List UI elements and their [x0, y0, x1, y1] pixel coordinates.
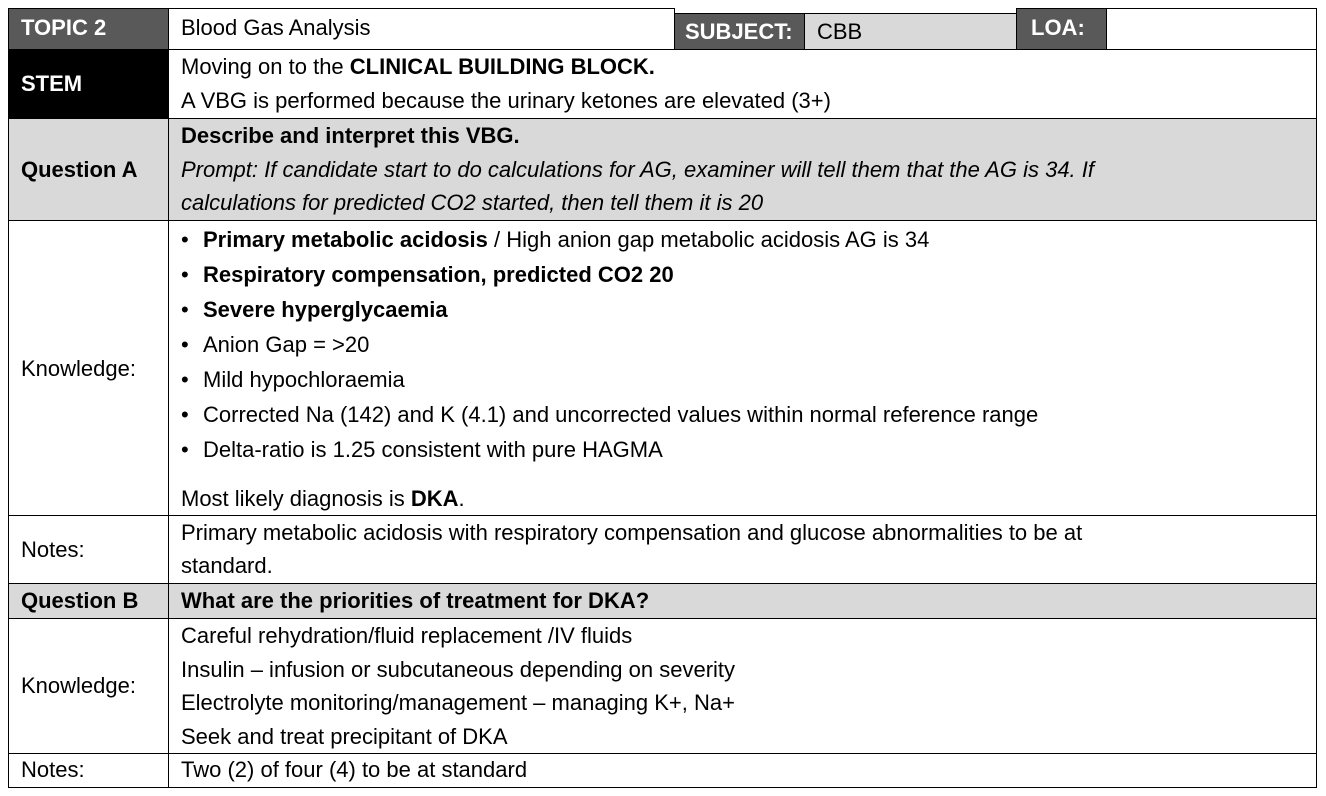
- question-a-label-cell: Question A: [8, 118, 169, 221]
- question-a-prompt-line-1: Prompt: If candidate start to do calcula…: [181, 157, 1094, 182]
- bullet-icon: •: [181, 332, 189, 357]
- question-a-content-cell: Describe and interpret this VBG. Prompt:…: [168, 118, 1317, 221]
- knowledge-b-item: Seek and treat precipitant of DKA: [181, 723, 508, 749]
- question-b-title: What are the priorities of treatment for…: [181, 588, 650, 613]
- bullet-icon: •: [181, 297, 189, 322]
- question-a-title: Describe and interpret this VBG.: [181, 123, 520, 148]
- assessment-table: TOPIC 2 Blood Gas Analysis SUBJECT: CBB …: [8, 8, 1317, 788]
- knowledge-a-item-text: Mild hypochloraemia: [203, 367, 405, 392]
- diagnosis-prefix: Most likely diagnosis is: [181, 486, 411, 511]
- notes-a-label-cell: Notes:: [8, 515, 169, 584]
- subject-value: CBB: [817, 19, 863, 44]
- knowledge-a-item: • Corrected Na (142) and K (4.1) and unco…: [181, 398, 1038, 432]
- knowledge-a-item-bold: Respiratory compensation, predicted CO2 …: [203, 262, 674, 287]
- notes-a-line-1: Primary metabolic acidosis with respirat…: [181, 520, 1083, 545]
- subject-value-cell: CBB: [804, 13, 1017, 50]
- knowledge-a-label: Knowledge:: [21, 356, 136, 381]
- knowledge-a-item-text: Anion Gap = >20: [203, 332, 370, 357]
- loa-label-cell: LOA:: [1016, 8, 1107, 50]
- question-b-label: Question B: [21, 588, 139, 613]
- knowledge-a-item: • Delta-ratio is 1.25 consistent with pur…: [181, 433, 663, 467]
- knowledge-a-label-cell: Knowledge:: [8, 220, 169, 516]
- knowledge-b-label-cell: Knowledge:: [8, 618, 169, 754]
- question-a-label: Question A: [21, 157, 138, 182]
- knowledge-a-item-text: Corrected Na (142) and K (4.1) and uncor…: [203, 402, 1039, 427]
- knowledge-a-item: • Mild hypochloraemia: [181, 363, 405, 397]
- loa-value-cell: [1106, 8, 1317, 50]
- question-a-prompt-line-2: calculations for predicted CO2 started, …: [181, 190, 764, 215]
- knowledge-a-item-text: / High anion gap metabolic acidosis AG i…: [487, 227, 930, 252]
- stem-content-cell: Moving on to the CLINICAL BUILDING BLOCK…: [168, 49, 1317, 119]
- topic-label: TOPIC 2: [21, 15, 107, 40]
- knowledge-a-item-bold: Severe hyperglycaemia: [203, 297, 448, 322]
- diagnosis-suffix: .: [458, 486, 465, 511]
- stem-line-1-prefix: Moving on to the: [181, 54, 350, 79]
- stem-label: STEM: [21, 71, 83, 96]
- notes-b-content-cell: Two (2) of four (4) to be at standard: [168, 753, 1317, 788]
- knowledge-a-item: • Severe hyperglycaemia: [181, 293, 448, 327]
- knowledge-a-item: • Anion Gap = >20: [181, 328, 369, 362]
- knowledge-b-item: Electrolyte monitoring/management – mana…: [181, 690, 735, 715]
- notes-a-line-2: standard.: [181, 553, 273, 578]
- subject-label-cell: SUBJECT:: [674, 13, 805, 50]
- bullet-icon: •: [181, 367, 189, 392]
- question-b-content-cell: What are the priorities of treatment for…: [168, 583, 1317, 619]
- knowledge-a-item-text: Delta-ratio is 1.25 consistent with pure…: [203, 437, 663, 462]
- stem-label-cell: STEM: [8, 49, 169, 119]
- stem-line-2: A VBG is performed because the urinary k…: [181, 88, 831, 113]
- knowledge-a-item-bold: Primary metabolic acidosis: [203, 227, 488, 252]
- notes-a-content-cell: Primary metabolic acidosis with respirat…: [168, 515, 1317, 584]
- diagnosis-line: Most likely diagnosis is DKA.: [181, 482, 465, 516]
- notes-b-text: Two (2) of four (4) to be at standard: [181, 757, 528, 782]
- bullet-icon: •: [181, 262, 189, 287]
- topic-value: Blood Gas Analysis: [181, 15, 371, 40]
- knowledge-a-item: • Primary metabolic acidosis / High anion…: [181, 223, 929, 257]
- bullet-icon: •: [181, 402, 189, 427]
- topic-value-cell: Blood Gas Analysis: [168, 8, 675, 50]
- knowledge-b-item: Insulin – infusion or subcutaneous depen…: [181, 656, 736, 682]
- notes-b-label-cell: Notes:: [8, 753, 169, 788]
- knowledge-b-label: Knowledge:: [21, 673, 136, 698]
- knowledge-a-content-cell: • Primary metabolic acidosis / High anion…: [168, 220, 1317, 516]
- knowledge-b-content-cell: Careful rehydration/fluid replacement /I…: [168, 618, 1317, 754]
- stem-line-1-bold: CLINICAL BUILDING BLOCK.: [349, 54, 655, 79]
- loa-label: LOA:: [1031, 15, 1085, 40]
- diagnosis-bold: DKA: [410, 486, 459, 511]
- notes-b-label: Notes:: [21, 757, 85, 782]
- bullet-icon: •: [181, 227, 189, 252]
- bullet-icon: •: [181, 437, 189, 462]
- question-b-label-cell: Question B: [8, 583, 169, 619]
- notes-a-label: Notes:: [21, 537, 85, 562]
- knowledge-a-item: • Respiratory compensation, predicted CO2…: [181, 258, 674, 292]
- stem-line-1: Moving on to the CLINICAL BUILDING BLOCK…: [181, 50, 655, 84]
- knowledge-b-item: Careful rehydration/fluid replacement /I…: [181, 623, 633, 648]
- topic-label-cell: TOPIC 2: [8, 8, 169, 50]
- subject-label: SUBJECT:: [685, 19, 793, 44]
